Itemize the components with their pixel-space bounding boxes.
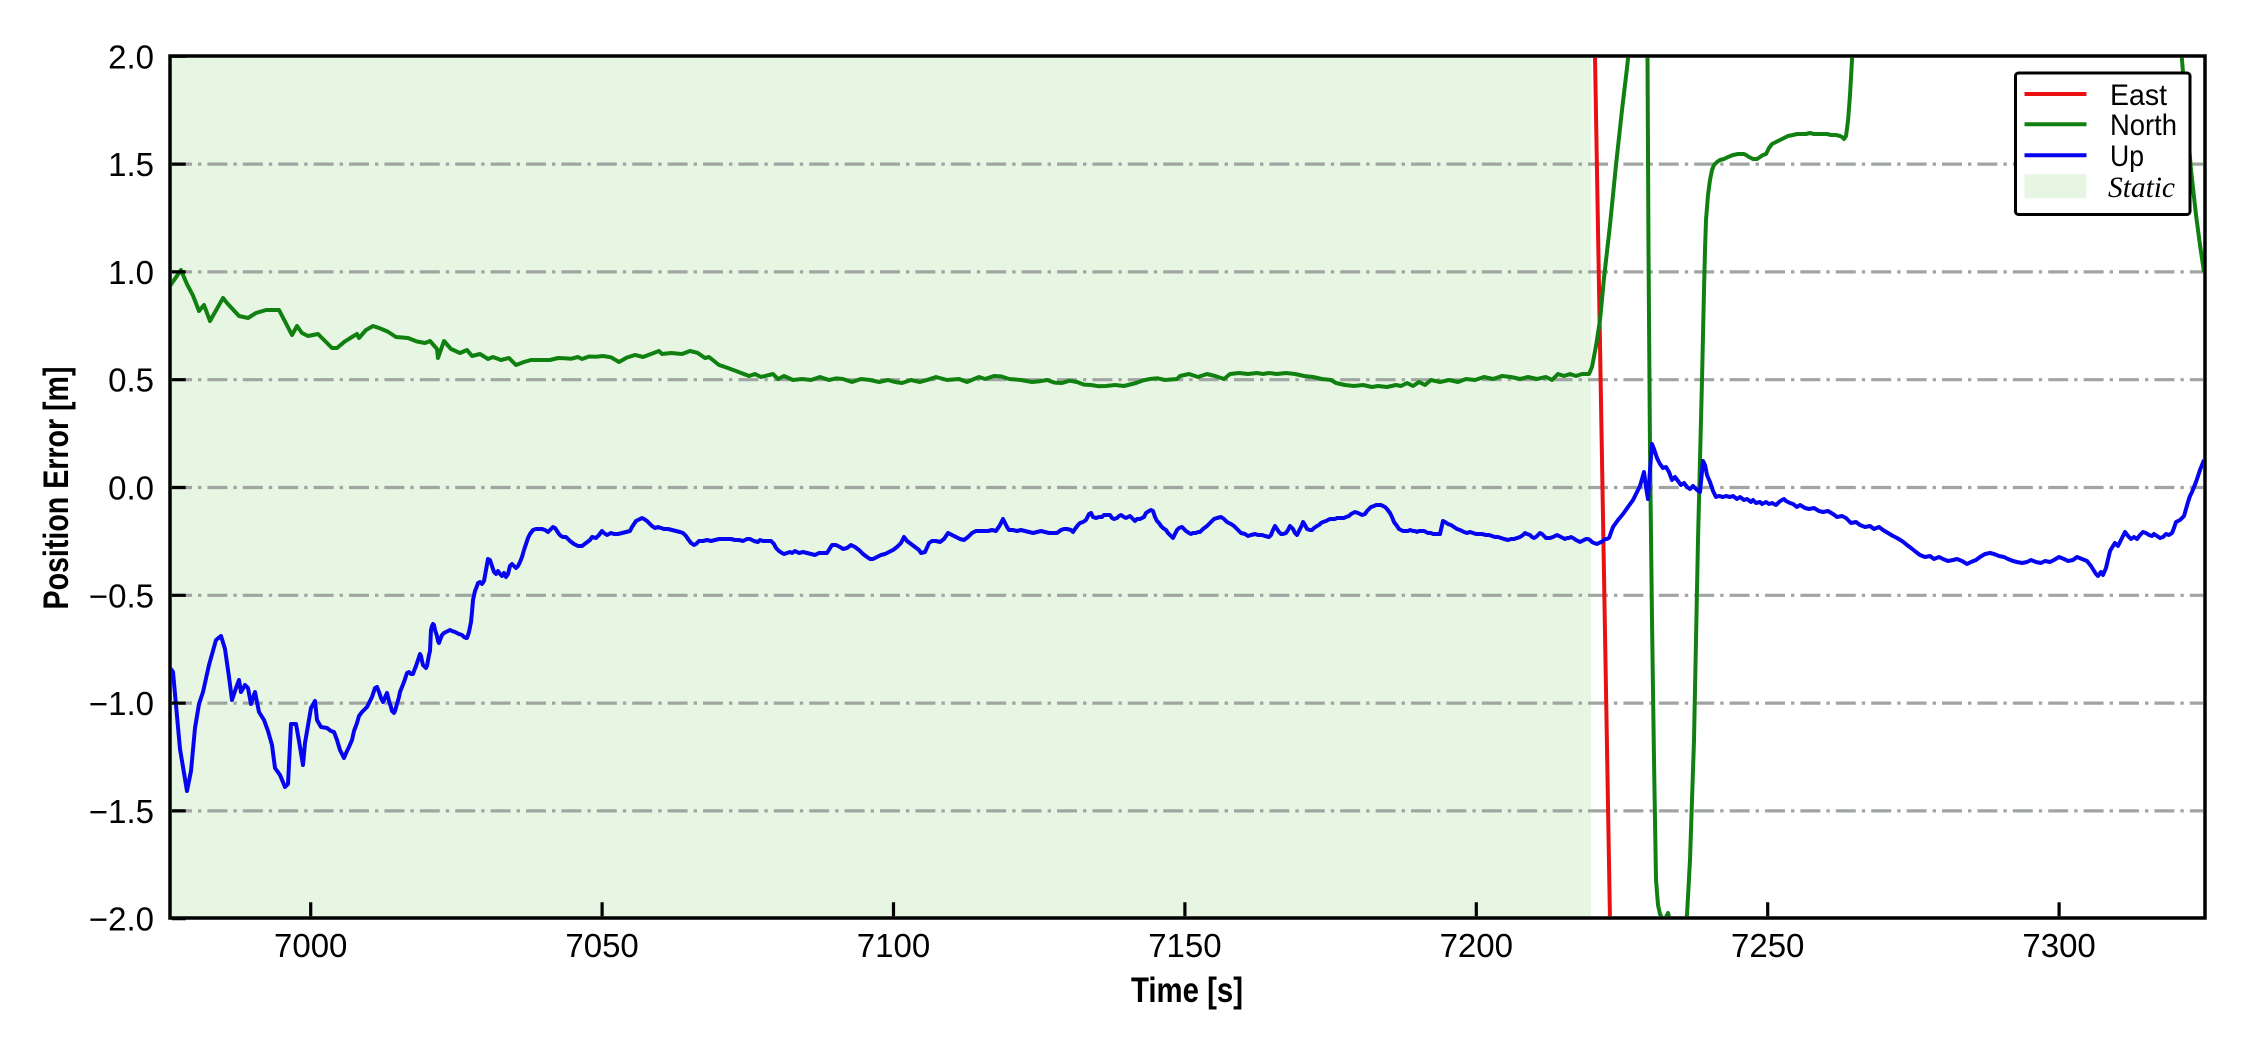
svg-text:2.0: 2.0 bbox=[108, 38, 154, 75]
svg-text:−2.0: −2.0 bbox=[89, 901, 154, 938]
svg-text:7100: 7100 bbox=[857, 927, 930, 964]
svg-text:7050: 7050 bbox=[565, 927, 638, 964]
svg-text:East: East bbox=[2110, 79, 2167, 112]
svg-text:−1.0: −1.0 bbox=[89, 685, 154, 722]
svg-text:1.5: 1.5 bbox=[108, 146, 154, 183]
svg-text:0.5: 0.5 bbox=[108, 362, 154, 399]
svg-text:Static: Static bbox=[2108, 172, 2175, 204]
svg-text:7200: 7200 bbox=[1440, 927, 1513, 964]
svg-text:−1.5: −1.5 bbox=[89, 793, 154, 830]
svg-text:1.0: 1.0 bbox=[108, 254, 154, 291]
svg-text:7300: 7300 bbox=[2022, 927, 2095, 964]
svg-text:Up: Up bbox=[2110, 140, 2144, 173]
svg-text:North: North bbox=[2110, 109, 2177, 142]
svg-text:7150: 7150 bbox=[1148, 927, 1221, 964]
svg-text:−0.5: −0.5 bbox=[89, 577, 154, 614]
svg-text:7250: 7250 bbox=[1731, 927, 1804, 964]
svg-text:Position Error [m]: Position Error [m] bbox=[37, 367, 76, 610]
svg-text:0.0: 0.0 bbox=[108, 470, 154, 507]
svg-text:7000: 7000 bbox=[274, 927, 347, 964]
svg-text:Time [s]: Time [s] bbox=[1131, 971, 1243, 1010]
